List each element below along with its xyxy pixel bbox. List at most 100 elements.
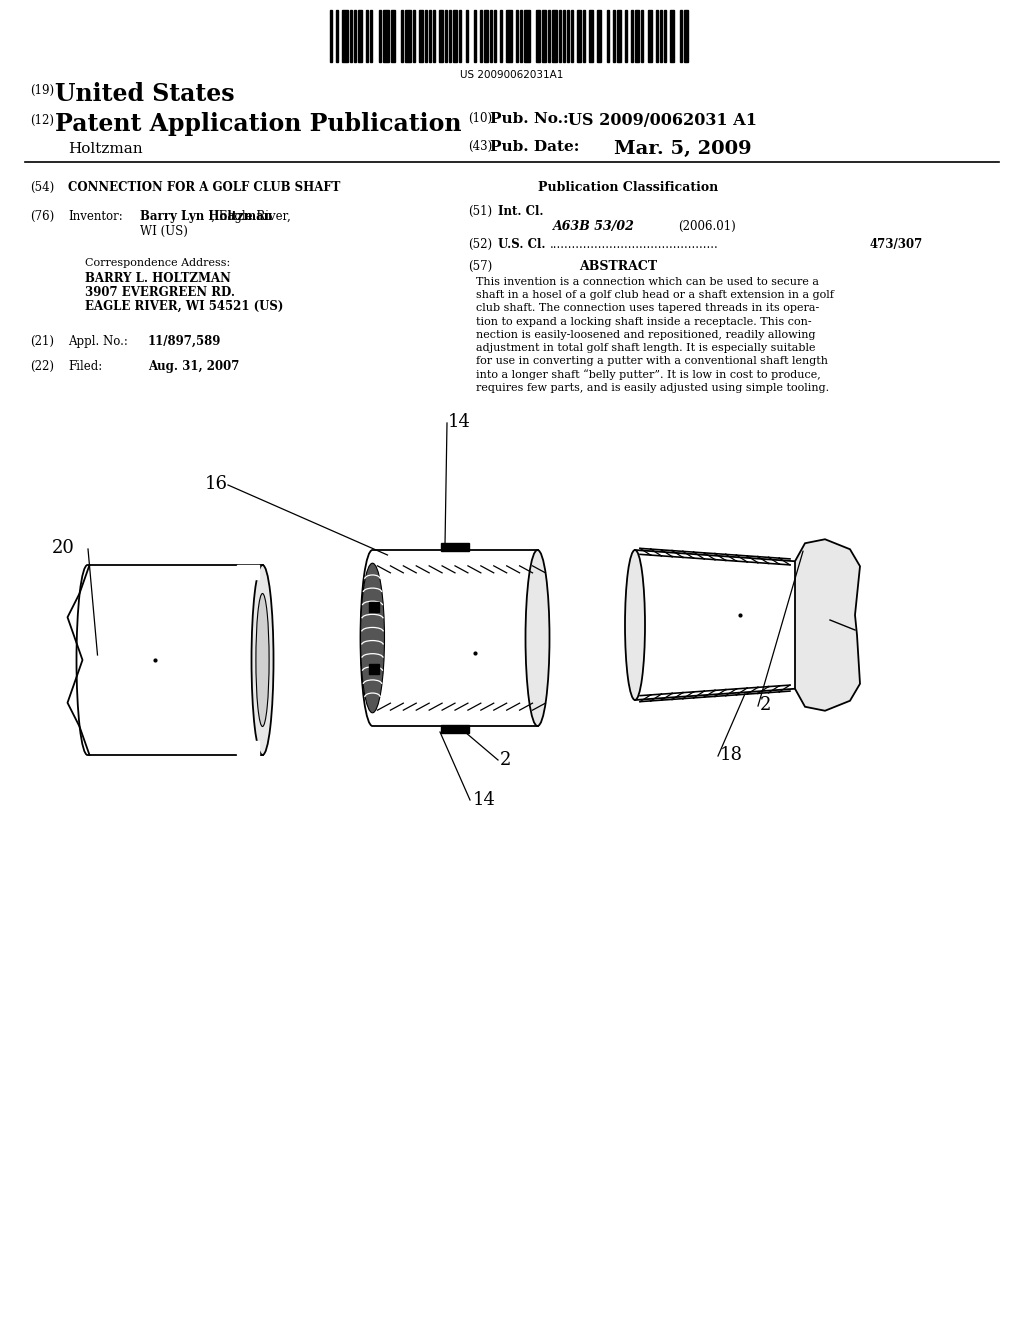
Bar (664, 11, 666, 62)
Bar (350, 11, 352, 62)
Text: 2: 2 (760, 696, 771, 714)
Text: Filed:: Filed: (68, 360, 102, 374)
Text: (43): (43) (468, 140, 493, 153)
Bar (597, 11, 601, 62)
Polygon shape (795, 540, 860, 710)
Bar (454, 11, 458, 62)
Ellipse shape (525, 550, 550, 726)
Text: BARRY L. HOLTZMAN: BARRY L. HOLTZMAN (85, 272, 230, 285)
Text: into a longer shaft “belly putter”. It is low in cost to produce,: into a longer shaft “belly putter”. It i… (476, 370, 821, 380)
Text: (52): (52) (468, 238, 493, 251)
Text: tion to expand a locking shaft inside a receptacle. This con-: tion to expand a locking shaft inside a … (476, 317, 812, 326)
Ellipse shape (360, 564, 384, 713)
Text: Publication Classification: Publication Classification (538, 181, 718, 194)
Ellipse shape (252, 565, 273, 755)
Text: 20: 20 (52, 539, 75, 557)
Text: Mar. 5, 2009: Mar. 5, 2009 (614, 140, 752, 158)
Bar (655, 11, 657, 62)
Text: 18: 18 (720, 746, 743, 764)
Bar (354, 11, 356, 62)
Text: , Eagle River,: , Eagle River, (140, 210, 291, 223)
Text: This invention is a connection which can be used to secure a: This invention is a connection which can… (476, 277, 819, 286)
Text: CONNECTION FOR A GOLF CLUB SHAFT: CONNECTION FOR A GOLF CLUB SHAFT (68, 181, 340, 194)
Bar (367, 11, 369, 62)
Text: Pub. Date:: Pub. Date: (490, 140, 580, 154)
Bar (441, 543, 469, 550)
Text: adjustment in total golf shaft length. It is especially suitable: adjustment in total golf shaft length. I… (476, 343, 815, 352)
Text: (51): (51) (468, 205, 493, 218)
Text: Patent Application Publication: Patent Application Publication (55, 112, 462, 136)
Text: EAGLE RIVER, WI 54521 (US): EAGLE RIVER, WI 54521 (US) (85, 300, 284, 313)
Bar (369, 602, 379, 611)
Text: 3907 EVERGREEN RD.: 3907 EVERGREEN RD. (85, 286, 234, 300)
Text: Correspondence Address:: Correspondence Address: (85, 257, 230, 268)
Bar (460, 11, 462, 62)
Bar (489, 11, 492, 62)
Text: (76): (76) (30, 210, 54, 223)
Text: (19): (19) (30, 84, 54, 96)
Bar (583, 11, 585, 62)
Bar (684, 11, 688, 62)
Bar (549, 11, 551, 62)
Bar (524, 11, 530, 62)
Text: United States: United States (55, 82, 234, 106)
Bar (379, 11, 381, 62)
Bar (562, 11, 564, 62)
Bar (641, 11, 643, 62)
Bar (479, 11, 481, 62)
Text: Appl. No.:: Appl. No.: (68, 335, 128, 348)
Bar (577, 11, 581, 62)
Text: WI (US): WI (US) (140, 224, 187, 238)
Text: Inventor:: Inventor: (68, 210, 123, 223)
Bar (647, 11, 651, 62)
Text: (57): (57) (468, 260, 493, 273)
Bar (516, 11, 518, 62)
Bar (413, 11, 415, 62)
Bar (636, 11, 639, 62)
Bar (450, 11, 452, 62)
Bar (483, 11, 487, 62)
Bar (439, 11, 443, 62)
Bar (617, 11, 622, 62)
Text: A63B 53/02: A63B 53/02 (553, 220, 635, 234)
Bar (383, 11, 389, 62)
Bar (237, 741, 258, 755)
Text: 473/307: 473/307 (869, 238, 923, 251)
Ellipse shape (256, 594, 269, 726)
Text: US 20090062031A1: US 20090062031A1 (461, 70, 563, 81)
Text: (54): (54) (30, 181, 54, 194)
Text: 2: 2 (500, 751, 511, 770)
Text: (22): (22) (30, 360, 54, 374)
Bar (626, 11, 628, 62)
Bar (589, 11, 593, 62)
Text: Int. Cl.: Int. Cl. (498, 205, 544, 218)
Text: Barry Lyn Holtzman: Barry Lyn Holtzman (140, 210, 272, 223)
Text: 11/897,589: 11/897,589 (148, 335, 221, 348)
Bar (506, 11, 512, 62)
Bar (570, 11, 572, 62)
Text: (2006.01): (2006.01) (678, 220, 736, 234)
Bar (400, 11, 402, 62)
Bar (613, 11, 615, 62)
Text: (12): (12) (30, 114, 54, 127)
Bar (433, 11, 435, 62)
Bar (336, 11, 338, 62)
Text: 14: 14 (449, 413, 471, 432)
Bar (358, 11, 362, 62)
Text: shaft in a hosel of a golf club head or a shaft extension in a golf: shaft in a hosel of a golf club head or … (476, 290, 834, 300)
Bar (391, 11, 394, 62)
Bar (445, 11, 447, 62)
Text: nection is easily-loosened and repositioned, readily allowing: nection is easily-loosened and repositio… (476, 330, 815, 339)
Bar (404, 11, 411, 62)
Bar (419, 11, 423, 62)
Bar (342, 11, 348, 62)
Ellipse shape (625, 550, 645, 700)
Bar (330, 11, 332, 62)
Bar (425, 11, 427, 62)
Bar (558, 11, 560, 62)
Bar (607, 11, 609, 62)
Text: Holtzman: Holtzman (68, 143, 142, 156)
Bar (670, 11, 674, 62)
Bar (543, 11, 547, 62)
Bar (237, 565, 258, 579)
